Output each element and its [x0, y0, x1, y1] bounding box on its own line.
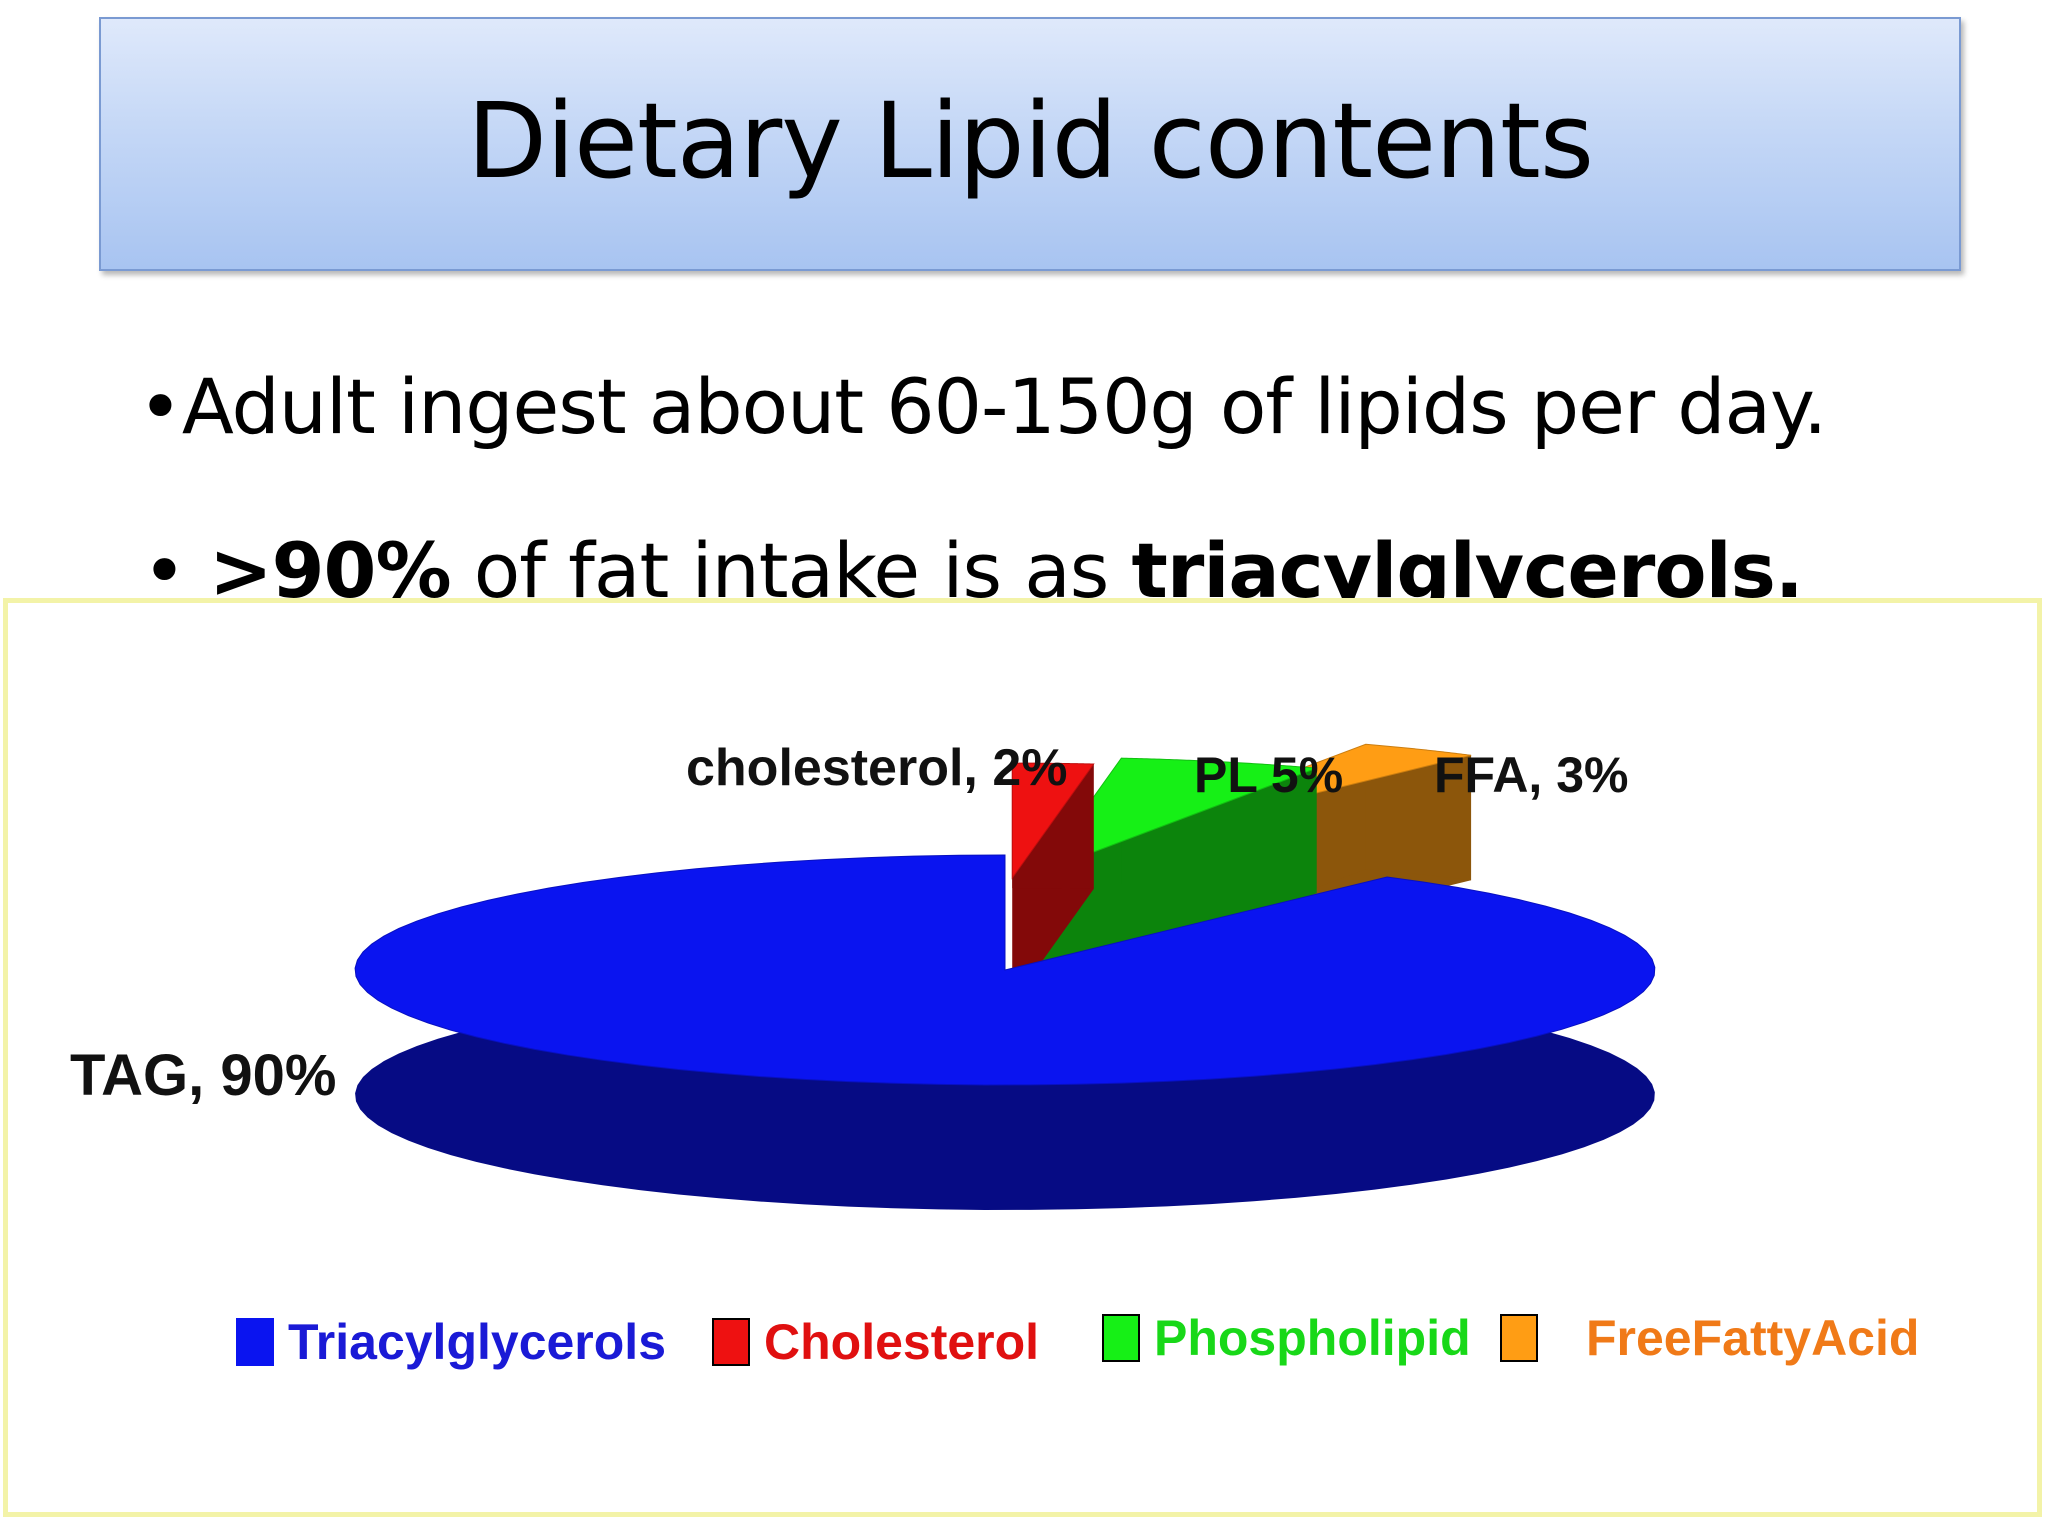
legend-swatch-phospholipid	[1102, 1314, 1140, 1362]
slide-title: Dietary Lipid contents	[466, 80, 1594, 202]
legend-label-cholesterol: Cholesterol	[764, 1314, 1040, 1370]
slice-label-cholesterol: cholesterol, 2%	[686, 739, 1068, 797]
slice-label-pl: PL 5%	[1194, 747, 1344, 803]
legend-item-triacylglycerols: Triacylglycerols	[236, 1313, 666, 1371]
legend-label-triacylglycerols: Triacylglycerols	[288, 1314, 667, 1370]
pie-rim-freefattyacid	[1365, 744, 1472, 881]
slice-label-tag: TAG, 90%	[70, 1043, 337, 1108]
legend-swatch-freefattyacid	[1500, 1314, 1538, 1362]
legend-swatch-cholesterol	[712, 1318, 750, 1366]
legend-label-freefattyacid: FreeFattyAcid	[1586, 1310, 1920, 1366]
title-box: Dietary Lipid contents	[99, 17, 1961, 271]
bullet-1-marker: •	[138, 362, 183, 451]
pie-slice-phospholipid	[1038, 757, 1317, 874]
bullet-1-text: Adult ingest about 60-150g of lipids per…	[181, 362, 1828, 451]
legend-swatch-triacylglycerols	[236, 1318, 274, 1366]
legend-item-freefattyacid: FreeFattyAcid	[1500, 1309, 1919, 1367]
legend-item-cholesterol: Cholesterol	[712, 1313, 1039, 1371]
legend-label-phospholipid: Phospholipid	[1154, 1310, 1471, 1366]
chart-legend: Triacylglycerols Cholesterol Phospholipi…	[236, 1310, 1936, 1373]
bullet-1: •Adult ingest about 60-150g of lipids pe…	[138, 362, 1828, 451]
pie-slice-cholesterol	[1011, 762, 1095, 880]
legend-item-phospholipid: Phospholipid	[1102, 1309, 1471, 1367]
pie-slice-triacylglycerols	[354, 854, 1656, 1086]
slice-label-ffa: FFA, 3%	[1434, 747, 1629, 803]
